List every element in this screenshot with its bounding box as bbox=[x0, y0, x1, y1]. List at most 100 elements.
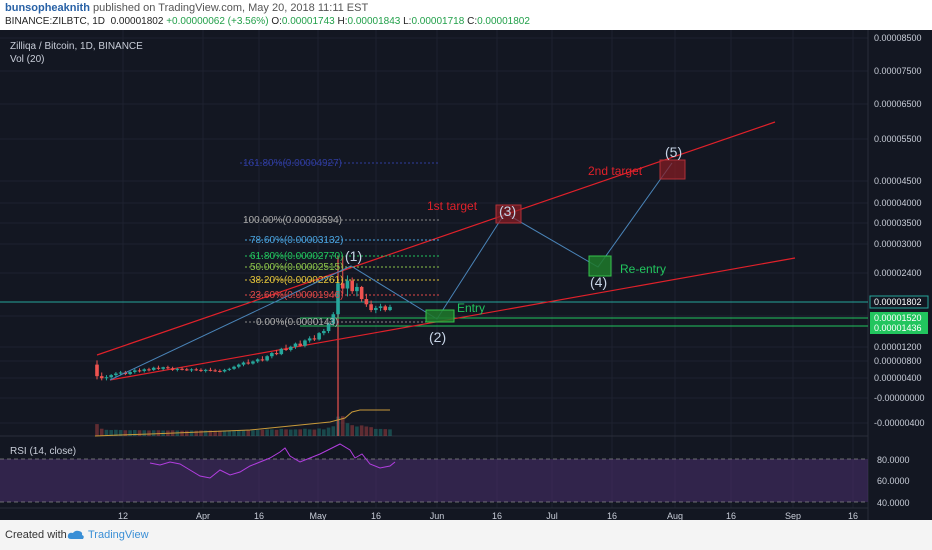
volume-bar bbox=[369, 427, 373, 436]
chart-svg[interactable]: 161.80%(0.00004927) 100.00%(0.00003594) … bbox=[0, 30, 932, 520]
elliott-wave-path bbox=[109, 162, 673, 381]
candle-body bbox=[374, 307, 378, 311]
volume-bar bbox=[378, 428, 383, 436]
volume-bar bbox=[364, 426, 369, 436]
candle-body bbox=[184, 369, 189, 371]
volume-bar bbox=[137, 430, 142, 436]
candle-body bbox=[222, 369, 227, 372]
chart-title: Zilliqa / Bitcoin, 1D, BINANCE bbox=[10, 41, 143, 52]
volume-bar bbox=[104, 429, 109, 436]
volume-bar bbox=[255, 430, 260, 436]
author-name[interactable]: bunsopheaknith bbox=[5, 2, 90, 14]
volume-bar bbox=[213, 430, 217, 436]
price-tick-label: 0.00003500 bbox=[874, 218, 922, 228]
fib-label-50: 50.00%(0.00002515) bbox=[250, 262, 343, 273]
fib-label-161: 161.80%(0.00004927) bbox=[243, 158, 342, 169]
volume-bar bbox=[350, 425, 354, 436]
chart-area[interactable]: 161.80%(0.00004927) 100.00%(0.00003594) … bbox=[0, 30, 932, 520]
candle-body bbox=[369, 304, 373, 311]
fib-labels: 161.80%(0.00004927) 100.00%(0.00003594) … bbox=[243, 158, 343, 328]
volume-bar bbox=[303, 428, 307, 436]
created-with: Created with bbox=[5, 529, 67, 541]
volume-bar bbox=[156, 430, 161, 436]
candle-body bbox=[170, 368, 175, 370]
candle-body bbox=[232, 366, 236, 369]
candle-body bbox=[189, 369, 194, 371]
tradingview-cloud-icon bbox=[67, 530, 84, 539]
time-tick-label: Aug bbox=[667, 511, 683, 520]
volume-bar bbox=[99, 428, 104, 436]
volume-bar bbox=[208, 430, 213, 436]
volume-bar bbox=[232, 430, 236, 436]
volume-bar bbox=[95, 424, 99, 436]
price-tick-label: 0.00006500 bbox=[874, 99, 922, 109]
entry-lower-tag bbox=[870, 322, 928, 334]
candle-body bbox=[279, 348, 284, 355]
time-tick-label: Jun bbox=[430, 511, 445, 520]
volume-bar bbox=[383, 429, 388, 436]
candle-body bbox=[293, 343, 298, 347]
candle-body bbox=[180, 368, 184, 370]
candle-body bbox=[104, 377, 109, 379]
volume-bar bbox=[298, 429, 303, 436]
volume-bar bbox=[265, 429, 269, 436]
volume-bar bbox=[288, 429, 293, 436]
candle-body bbox=[284, 348, 288, 350]
publish-info: published on TradingView.com, May 20, 20… bbox=[93, 2, 369, 14]
fib-label-786: 78.60%(0.00003132) bbox=[250, 235, 343, 246]
rsi-label: RSI (14, close) bbox=[10, 446, 76, 457]
volume-bar bbox=[118, 430, 123, 436]
volume-bars bbox=[95, 256, 392, 436]
price-axis: 0.00008500 0.00007500 0.00006500 0.00005500… bbox=[874, 33, 925, 428]
rsi-axis: 80.0000 60.0000 40.0000 bbox=[877, 455, 910, 508]
candle-body bbox=[265, 356, 269, 361]
time-tick-label: 12 bbox=[118, 511, 128, 520]
candle-body bbox=[175, 368, 180, 370]
wave-label-1: (1) bbox=[345, 248, 362, 264]
volume-bar bbox=[279, 428, 284, 436]
rsi-tick-label: 80.0000 bbox=[877, 455, 910, 465]
volume-bar bbox=[123, 430, 128, 436]
candle-body bbox=[345, 280, 350, 289]
symbol-line: BINANCE:ZILBTC, 1D 0.00001802 +0.0000006… bbox=[5, 16, 530, 27]
price-change: +0.00000062 (+3.56%) bbox=[166, 16, 269, 27]
volume-bar bbox=[284, 429, 288, 436]
rsi-band bbox=[0, 459, 868, 502]
candle-body bbox=[317, 333, 321, 340]
candle-body bbox=[364, 299, 369, 305]
volume-bar bbox=[203, 430, 208, 436]
price-tick-label: 0.00008500 bbox=[874, 33, 922, 43]
time-tick-label: 16 bbox=[492, 511, 502, 520]
wave-label-2: (2) bbox=[429, 329, 446, 345]
reentry-label: Re-entry bbox=[620, 262, 666, 276]
time-tick-label: 16 bbox=[254, 511, 264, 520]
candle-body bbox=[298, 343, 303, 346]
high-label: H: bbox=[337, 16, 348, 27]
volume-bar bbox=[388, 429, 392, 436]
price-tick-label: 0.00000800 bbox=[874, 356, 922, 366]
candle-body bbox=[340, 283, 345, 289]
candle-body bbox=[331, 314, 336, 324]
candle-body bbox=[355, 286, 359, 292]
candle-body bbox=[142, 369, 147, 371]
candle-body bbox=[312, 338, 317, 340]
volume-bar bbox=[293, 429, 298, 436]
candle-body bbox=[203, 369, 208, 371]
candle-body bbox=[270, 353, 274, 357]
low-value: 0.00001718 bbox=[411, 16, 465, 27]
high-value: 0.00001843 bbox=[347, 16, 401, 27]
reentry-box bbox=[588, 255, 612, 277]
volume-bar bbox=[307, 429, 312, 436]
time-tick-label: Sep bbox=[785, 511, 801, 520]
time-tick-label: 16 bbox=[371, 511, 381, 520]
candle-body bbox=[378, 306, 383, 308]
volume-bar bbox=[109, 430, 113, 436]
volume-bar bbox=[317, 428, 321, 436]
candle-body bbox=[151, 367, 156, 370]
close-value: 0.00001802 bbox=[477, 16, 530, 27]
volume-bar bbox=[227, 430, 232, 436]
volume-bar bbox=[312, 429, 317, 436]
last-price-tag-text: 0.00001802 bbox=[874, 297, 922, 307]
tradingview-brand-link[interactable]: TradingView bbox=[88, 529, 149, 541]
volume-bar bbox=[114, 429, 118, 436]
